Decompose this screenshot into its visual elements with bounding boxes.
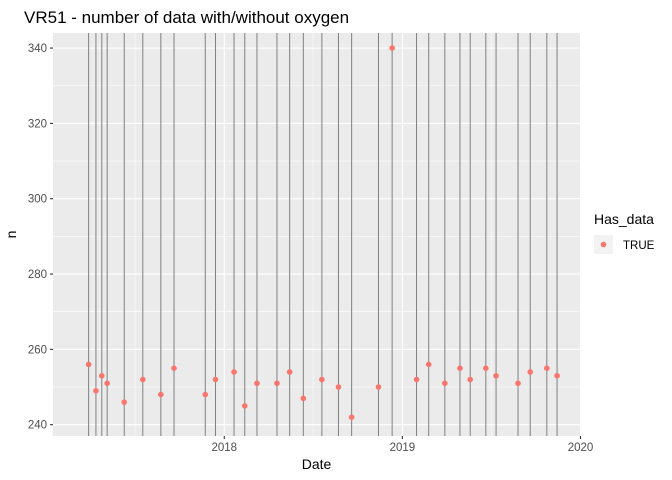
data-point [375,384,382,390]
y-tick-label: 260 [28,344,47,356]
x-tick-label: 2018 [211,442,237,454]
data-point [85,361,92,368]
data-point [554,372,560,379]
legend-entries: TRUE [594,235,655,254]
data-point [202,391,209,398]
y-tick-label: 320 [28,118,47,130]
plot-panel [53,33,580,436]
data-point [348,414,355,420]
legend: Has_data TRUE [594,211,655,254]
legend-label: TRUE [623,240,655,252]
y-tick-label: 280 [28,269,47,281]
data-point [442,380,448,387]
x-axis-title: Date [302,456,332,472]
data-point [231,369,237,375]
data-point [104,380,110,387]
data-point [413,376,420,383]
data-point [493,372,499,379]
data-point [241,403,248,409]
data-point [300,395,307,402]
data-point [527,369,534,375]
data-point [93,388,99,394]
data-point [483,365,489,372]
data-point [171,365,177,372]
data-point [286,369,293,375]
y-axis-title: n [3,231,19,239]
y-tick-label: 340 [28,43,47,55]
data-point [467,376,474,383]
data-point [544,365,550,372]
vertical-lines [88,33,558,436]
data-point [319,376,325,383]
grid-lines [53,33,582,436]
data-point [425,361,432,368]
x-tick-label: 2019 [390,442,416,454]
data-point [139,376,146,383]
data-point [274,380,280,387]
data-point [457,365,463,372]
legend-title: Has_data [594,211,654,227]
legend-key-point [600,241,607,248]
x-tick-label: 2020 [568,442,594,454]
y-axis-ticks: 240 260 280 300 320 340 [28,43,53,432]
data-point [121,399,128,405]
x-axis-ticks: 2018 2019 2020 [211,436,593,454]
data-point [98,372,105,379]
data-point [158,391,164,398]
chart-title: VR51 - number of data with/without oxyge… [24,8,349,27]
data-point [335,384,342,390]
data-point [212,376,219,383]
data-points [85,45,560,420]
y-tick-label: 240 [28,420,47,432]
data-point [389,45,395,51]
data-point [515,380,521,387]
y-tick-label: 300 [28,194,47,206]
data-point [254,380,260,387]
